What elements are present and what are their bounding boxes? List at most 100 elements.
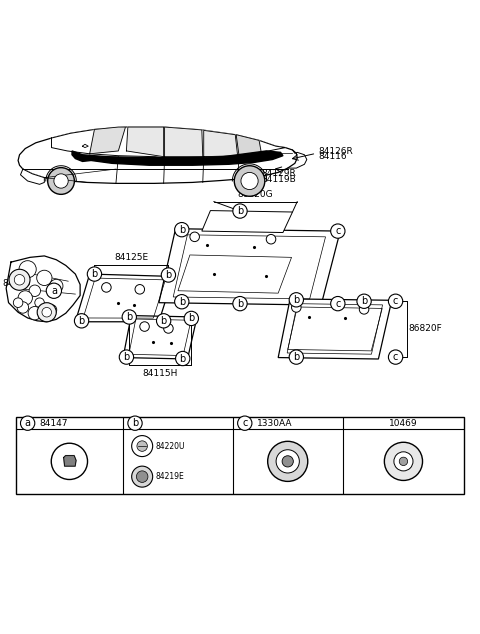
Circle shape [49,280,63,293]
Text: 84126R: 84126R [319,147,353,156]
Circle shape [289,293,303,307]
Text: 84116: 84116 [319,152,348,161]
Text: b: b [91,269,97,279]
Text: 1330AA: 1330AA [257,418,292,428]
Text: c: c [393,352,398,362]
Text: b: b [126,312,132,322]
Circle shape [238,416,252,430]
Circle shape [164,324,173,333]
Polygon shape [51,127,285,157]
Circle shape [42,307,51,317]
Bar [16,417,464,494]
Polygon shape [6,256,80,322]
Text: b: b [237,299,243,309]
Polygon shape [204,131,238,157]
Circle shape [128,416,142,430]
Circle shape [156,314,171,328]
Circle shape [266,235,276,244]
Circle shape [282,456,293,467]
Circle shape [241,172,258,190]
Circle shape [18,291,33,305]
Circle shape [13,298,23,307]
Text: a: a [24,418,31,428]
Text: 84119B: 84119B [262,174,296,184]
Circle shape [46,304,57,315]
Circle shape [35,298,44,307]
Circle shape [234,165,265,197]
Circle shape [140,322,149,332]
Circle shape [132,436,153,456]
Circle shape [388,294,403,308]
Text: b: b [293,295,300,305]
Text: 84219E: 84219E [156,472,184,481]
Circle shape [132,466,153,487]
Circle shape [54,174,68,188]
Text: b: b [293,352,300,362]
Circle shape [14,275,25,285]
Circle shape [357,294,371,308]
Text: b: b [361,296,367,306]
Polygon shape [236,134,262,156]
Polygon shape [202,210,292,233]
Circle shape [137,441,147,451]
Text: b: b [160,316,167,326]
Text: b: b [179,224,185,235]
Text: 10469: 10469 [389,418,418,428]
Polygon shape [123,316,197,359]
Text: c: c [335,226,340,236]
Circle shape [9,269,30,290]
Circle shape [233,297,247,311]
Circle shape [190,232,199,242]
Polygon shape [159,229,340,305]
Text: 84120: 84120 [2,279,31,288]
Text: b: b [78,316,84,326]
Text: b: b [179,297,185,307]
Text: c: c [335,299,340,309]
Text: b: b [180,354,186,363]
Circle shape [384,443,422,481]
Circle shape [399,457,408,465]
Circle shape [46,283,61,299]
Circle shape [291,302,301,312]
Circle shape [184,311,199,326]
Text: 84220U: 84220U [156,442,185,451]
Text: a: a [51,286,57,295]
Circle shape [289,350,303,365]
Text: 84129R: 84129R [262,169,296,178]
Polygon shape [90,127,125,154]
Text: 84115H: 84115H [143,370,178,378]
Text: c: c [242,418,248,428]
Circle shape [388,350,403,365]
Circle shape [74,314,89,328]
Circle shape [233,204,247,218]
Circle shape [175,223,189,237]
Circle shape [21,416,35,430]
Circle shape [29,285,40,297]
Circle shape [276,450,300,473]
Polygon shape [64,456,76,466]
Text: b: b [237,206,243,216]
Polygon shape [21,169,44,184]
Circle shape [176,351,190,366]
Circle shape [360,304,369,314]
Circle shape [136,471,148,482]
Circle shape [102,283,111,292]
Text: 86820F: 86820F [408,325,442,333]
Circle shape [331,224,345,238]
Polygon shape [165,127,203,157]
Circle shape [161,268,176,282]
Text: b: b [123,352,130,362]
Circle shape [135,285,144,294]
Text: 86820G: 86820G [238,190,273,198]
Polygon shape [18,127,297,183]
Circle shape [119,350,133,365]
Circle shape [175,295,189,309]
Polygon shape [126,127,164,157]
Text: c: c [393,296,398,306]
Polygon shape [83,145,88,148]
Circle shape [268,441,308,481]
Circle shape [37,302,56,322]
Circle shape [331,297,345,311]
Text: b: b [165,270,171,280]
Circle shape [48,167,74,195]
